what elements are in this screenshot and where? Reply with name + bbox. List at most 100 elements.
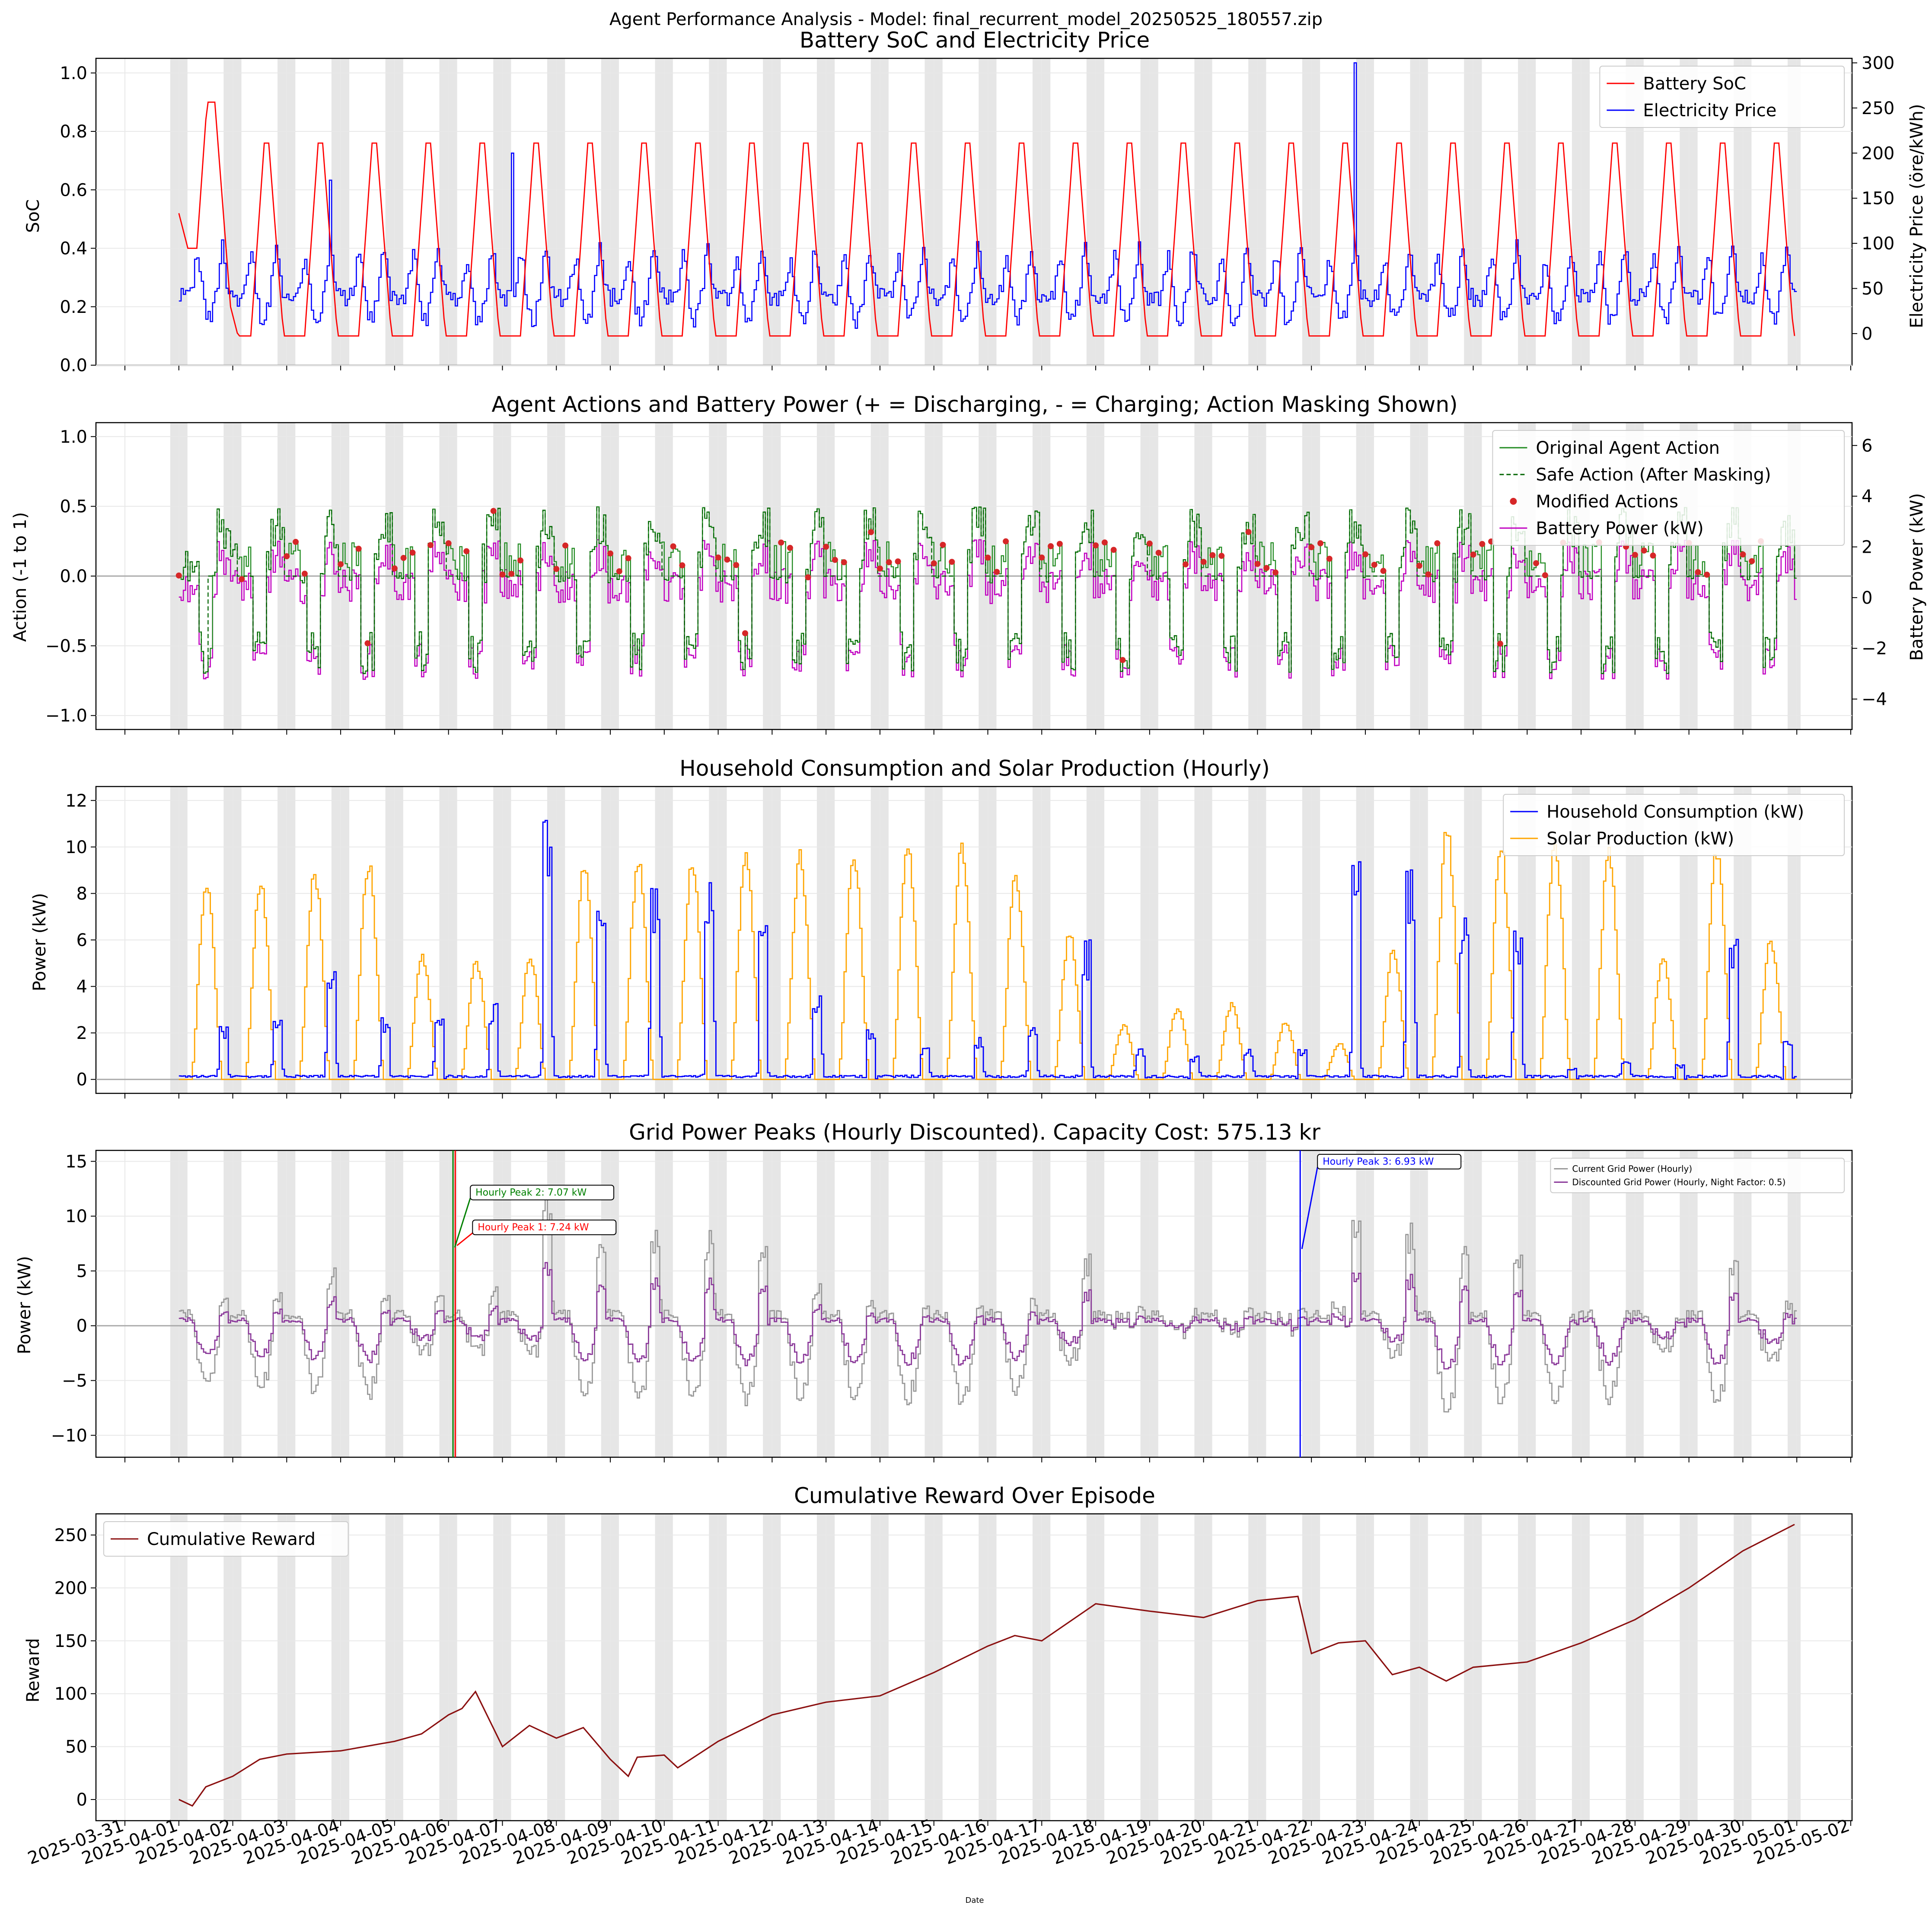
y-tick-label: 10 [65, 1207, 87, 1226]
modified-action-point [1110, 547, 1117, 553]
modified-action-point [427, 542, 434, 548]
modified-action-point [463, 548, 470, 554]
panel-title: Agent Actions and Battery Power (+ = Dis… [491, 392, 1457, 417]
modified-action-point [364, 640, 371, 647]
modified-action-point [787, 545, 793, 551]
peak-annotation-label: Hourly Peak 2: 7.07 kW [475, 1187, 587, 1198]
modified-action-point [877, 565, 883, 572]
modified-action-point [499, 571, 506, 578]
y-tick-label: 0.8 [60, 122, 87, 142]
y-axis-label: Power (kW) [15, 1256, 35, 1354]
modified-action-point [895, 558, 901, 565]
legend-label: Current Grid Power (Hourly) [1572, 1164, 1692, 1174]
legend-box [1492, 430, 1845, 546]
modified-action-point [868, 529, 874, 535]
modified-action-point [679, 562, 685, 569]
modified-action-point [400, 555, 407, 561]
y-tick-right-label: −4 [1862, 690, 1887, 710]
y-tick-label: −10 [51, 1426, 87, 1446]
y-tick-label: 0.2 [60, 297, 87, 317]
panel-actions: Agent Actions and Battery Power (+ = Dis… [10, 392, 1927, 735]
legend-label: Discounted Grid Power (Hourly, Night Fac… [1572, 1177, 1785, 1188]
peak-annotation-label: Hourly Peak 3: 6.93 kW [1323, 1156, 1434, 1167]
y-tick-label: 100 [54, 1684, 87, 1704]
modified-action-point [1200, 559, 1207, 565]
modified-action-point [1695, 569, 1701, 575]
modified-action-point [1326, 555, 1333, 562]
modified-action-point [1317, 540, 1323, 547]
panel-title: Battery SoC and Electricity Price [800, 28, 1150, 53]
modified-action-point [1749, 558, 1755, 564]
modified-action-point [1218, 553, 1225, 559]
modified-action-point [1254, 561, 1261, 567]
legend-label: Safe Action (After Masking) [1536, 465, 1771, 485]
panel-title: Household Consumption and Solar Producti… [679, 756, 1270, 781]
modified-action-point [940, 541, 946, 548]
panel-title: Cumulative Reward Over Episode [794, 1483, 1155, 1508]
y-tick-right-label: 4 [1862, 487, 1872, 506]
modified-action-point [985, 554, 991, 561]
modified-action-point [733, 562, 740, 568]
modified-action-point [1704, 571, 1710, 578]
modified-action-point [715, 554, 721, 561]
modified-action-point [1425, 571, 1431, 578]
panel-soc-price: Battery SoC and Electricity Price SoC El… [23, 28, 1927, 376]
modified-action-point [1056, 541, 1063, 547]
y-tick-label: 6 [77, 930, 87, 950]
modified-action-point [1183, 561, 1189, 567]
modified-action-point [1533, 560, 1540, 567]
series-current-grid-power [179, 1199, 1797, 1413]
modified-action-point [1003, 538, 1009, 545]
peak-annotation-label: Hourly Peak 1: 7.24 kW [478, 1222, 589, 1233]
y-tick-label: 0.0 [60, 356, 87, 376]
legend-label: Household Consumption (kW) [1546, 802, 1804, 822]
y-tick-label: 0.0 [60, 567, 87, 586]
modified-action-point [1093, 542, 1099, 548]
modified-action-point [1632, 551, 1638, 558]
modified-action-point [1119, 657, 1126, 663]
modified-action-point [949, 559, 955, 565]
y-tick-label: −5 [62, 1371, 87, 1391]
y-tick-label: 1.0 [60, 427, 87, 447]
modified-action-point [1209, 552, 1216, 558]
legend-label: Battery SoC [1643, 74, 1746, 94]
y-tick-right-label: 100 [1862, 234, 1894, 254]
y-axis-label: SoC [23, 199, 43, 233]
legend-label: Solar Production (kW) [1546, 829, 1734, 849]
modified-action-point [1416, 563, 1422, 569]
y-axis-label: Power (kW) [30, 893, 50, 991]
y-axis-label-right: Electricity Price (öre/kWh) [1907, 104, 1927, 328]
modified-action-point [517, 557, 524, 564]
modified-action-point [805, 574, 811, 580]
figure-suptitle: Agent Performance Analysis - Model: fina… [609, 10, 1323, 29]
modified-action-point [239, 576, 245, 583]
y-axis-label: Action (-1 to 1) [10, 512, 30, 642]
modified-action-point [445, 540, 452, 547]
modified-action-point [724, 556, 730, 563]
modified-action-point [1479, 541, 1486, 547]
legend-marker [1510, 498, 1517, 505]
modified-action-point [175, 572, 182, 579]
panel-title: Grid Power Peaks (Hourly Discounted). Ca… [629, 1120, 1320, 1145]
modified-action-point [1371, 561, 1377, 568]
y-tick-label: 1.0 [60, 64, 87, 83]
modified-action-point [778, 539, 784, 546]
series-battery-soc [178, 102, 1795, 337]
modified-action-point [293, 538, 299, 545]
modified-action-point [508, 570, 515, 577]
y-tick-right-label: 0 [1862, 324, 1872, 344]
modified-action-point [832, 557, 838, 563]
series-discounted-grid-power [179, 1262, 1797, 1370]
series-household-consumption [179, 820, 1797, 1080]
modified-action-point [1641, 547, 1647, 554]
y-tick-label: 8 [77, 884, 87, 904]
y-tick-label: 4 [77, 977, 87, 997]
annotation-box [470, 1185, 615, 1201]
modified-action-point [994, 569, 1000, 575]
legend-label: Modified Actions [1536, 492, 1678, 512]
annotation-box [1317, 1153, 1462, 1169]
modified-action-point [931, 560, 937, 567]
legend-box [1503, 794, 1845, 856]
legend-label: Battery Power (kW) [1536, 519, 1703, 538]
